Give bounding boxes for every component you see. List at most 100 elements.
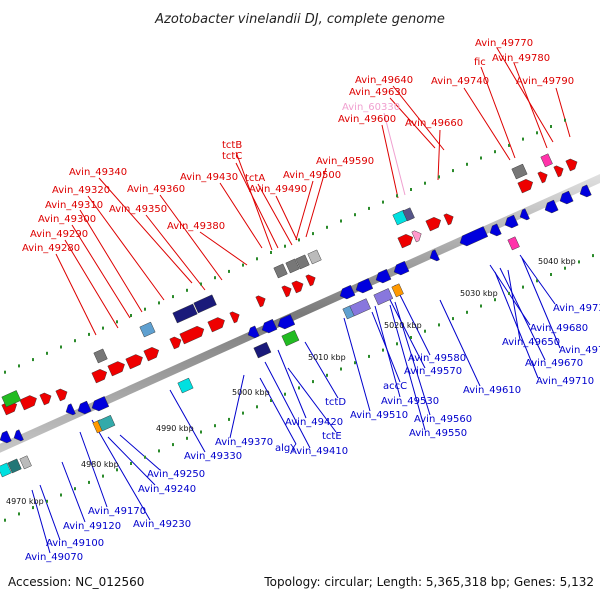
upper-track-tick bbox=[536, 131, 538, 135]
feature-box bbox=[285, 258, 300, 274]
upper-track-tick bbox=[312, 232, 314, 236]
plus-gene bbox=[39, 392, 52, 406]
lower-track-tick bbox=[46, 499, 48, 503]
leader-line bbox=[494, 271, 539, 379]
leader-line bbox=[381, 124, 399, 199]
leader-line bbox=[235, 162, 279, 249]
upper-track-tick bbox=[228, 269, 230, 273]
lower-track-tick bbox=[578, 260, 580, 264]
leader-line bbox=[295, 180, 314, 241]
gene-label: Avin_49650 bbox=[502, 337, 560, 348]
feature-box bbox=[402, 207, 415, 222]
leader-line bbox=[264, 361, 311, 449]
lower-track-tick bbox=[200, 430, 202, 434]
upper-track-tick bbox=[452, 169, 454, 173]
upper-track-tick bbox=[438, 175, 440, 179]
minus-gene bbox=[339, 284, 356, 300]
plus-gene bbox=[397, 234, 414, 249]
leader-line bbox=[394, 284, 431, 356]
lower-track-tick bbox=[74, 487, 76, 491]
plus-gene bbox=[107, 361, 125, 377]
lower-track-tick bbox=[60, 493, 62, 497]
gene-label: tctA bbox=[245, 173, 265, 184]
lower-track-tick bbox=[424, 329, 426, 333]
plus-gene bbox=[91, 369, 108, 384]
lower-track-tick bbox=[410, 336, 412, 339]
leader-line bbox=[79, 431, 108, 508]
lower-gene-labels: Avin_49730 Avin_49680 Avin_49650 Avin_49… bbox=[25, 303, 600, 563]
leader-line bbox=[480, 66, 516, 159]
upper-track-tick bbox=[424, 181, 426, 185]
upper-track-tick bbox=[522, 137, 524, 141]
leader-line bbox=[499, 267, 546, 361]
upper-track-tick bbox=[410, 188, 412, 191]
gene-label: Avin_49430 bbox=[180, 172, 238, 183]
gene-label: Avin_49730 bbox=[553, 303, 600, 314]
leader-line bbox=[521, 257, 561, 349]
minus-gene bbox=[393, 260, 410, 276]
gene-label: Avin_49120 bbox=[63, 521, 121, 532]
plus-gene bbox=[425, 217, 442, 232]
gene-label: Avin_49580 bbox=[408, 353, 466, 364]
gene-label: Avin_49250 bbox=[147, 469, 205, 480]
gene-label: Avin_49310 bbox=[45, 200, 103, 211]
genome-backbone bbox=[0, 174, 600, 453]
scale-label: 4980 kbp bbox=[81, 460, 119, 469]
gene-label: Avin_49500 bbox=[283, 170, 341, 181]
leader-line bbox=[229, 374, 245, 439]
leader-line bbox=[71, 224, 131, 319]
leader-line bbox=[199, 231, 248, 266]
lower-track-tick bbox=[508, 291, 510, 295]
feature-box bbox=[307, 249, 322, 265]
upper-track-tick bbox=[102, 326, 104, 330]
gene-label: algY bbox=[275, 443, 297, 454]
plus-gene bbox=[255, 295, 266, 308]
gene-label: Avin_49490 bbox=[249, 184, 307, 195]
gene-label: Avin_49330 bbox=[184, 451, 242, 462]
gene-label: Avin_49780 bbox=[492, 53, 550, 64]
leader-line bbox=[305, 167, 327, 238]
gene-label: Avin_49560 bbox=[414, 414, 472, 425]
gene-label: Avin_49670 bbox=[525, 358, 583, 369]
upper-track-tick bbox=[88, 332, 90, 336]
gene-label: Avin_49280 bbox=[22, 243, 80, 254]
gene-label: Avin_49360 bbox=[127, 184, 185, 195]
lower-track-tick bbox=[550, 273, 552, 276]
upper-track-tick bbox=[214, 276, 216, 280]
upper-track-tick bbox=[4, 370, 6, 374]
lower-track-tick bbox=[522, 285, 524, 289]
leader-line bbox=[55, 253, 97, 336]
gene-label: accC bbox=[383, 381, 407, 392]
minus-gene bbox=[355, 278, 374, 294]
leader-line bbox=[235, 151, 273, 251]
leader-line bbox=[87, 195, 165, 301]
gene-features bbox=[0, 153, 592, 478]
plus-gene bbox=[179, 325, 205, 345]
gene-label: Avin_49610 bbox=[463, 385, 521, 396]
feature-box bbox=[511, 163, 528, 180]
gene-label: Avin_49350 bbox=[109, 204, 167, 215]
minus-gene bbox=[559, 190, 574, 205]
leader-line bbox=[39, 484, 61, 541]
lower-track-tick bbox=[536, 279, 538, 283]
plus-gene bbox=[143, 347, 160, 362]
lower-track-tick bbox=[466, 310, 468, 314]
feature-box bbox=[391, 283, 404, 298]
feature-box bbox=[1, 390, 22, 408]
lower-track-tick bbox=[564, 266, 566, 270]
scale-label: 5030 kbp bbox=[460, 289, 498, 298]
minus-gene bbox=[277, 314, 296, 330]
scale-label: 4990 kbp bbox=[156, 424, 194, 433]
gene-label: Avin_49720 bbox=[559, 345, 600, 356]
gene-label: Avin_49570 bbox=[404, 366, 462, 377]
plus-gene bbox=[443, 213, 454, 226]
leader-line bbox=[496, 47, 554, 143]
lower-track-tick bbox=[480, 304, 482, 308]
leader-line bbox=[287, 367, 337, 433]
upper-track-tick bbox=[116, 320, 118, 324]
plus-gene bbox=[229, 311, 240, 324]
upper-track-tick bbox=[60, 345, 62, 349]
leader-line bbox=[259, 377, 297, 445]
leader-line bbox=[389, 97, 436, 149]
gene-label: Avin_49340 bbox=[69, 167, 127, 178]
